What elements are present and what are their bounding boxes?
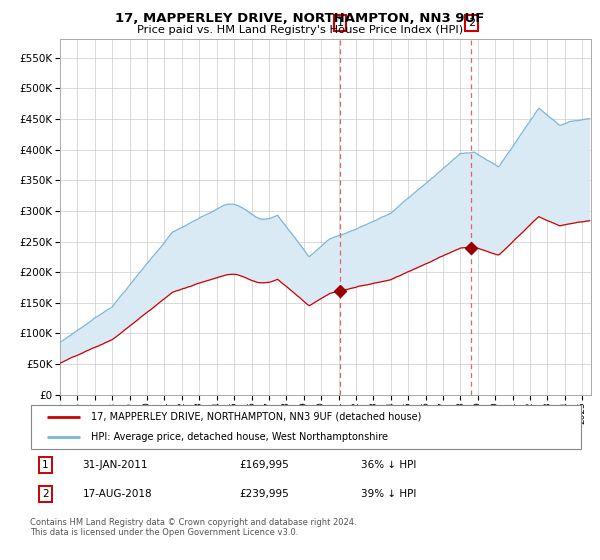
Text: 17, MAPPERLEY DRIVE, NORTHAMPTON, NN3 9UF: 17, MAPPERLEY DRIVE, NORTHAMPTON, NN3 9U…	[115, 12, 485, 25]
Text: 1: 1	[337, 18, 343, 28]
Text: 36% ↓ HPI: 36% ↓ HPI	[361, 460, 416, 470]
Text: £169,995: £169,995	[240, 460, 290, 470]
Text: £239,995: £239,995	[240, 489, 290, 500]
Text: 31-JAN-2011: 31-JAN-2011	[82, 460, 148, 470]
Text: 17, MAPPERLEY DRIVE, NORTHAMPTON, NN3 9UF (detached house): 17, MAPPERLEY DRIVE, NORTHAMPTON, NN3 9U…	[91, 412, 421, 422]
Text: Contains HM Land Registry data © Crown copyright and database right 2024.
This d: Contains HM Land Registry data © Crown c…	[30, 518, 356, 538]
Text: HPI: Average price, detached house, West Northamptonshire: HPI: Average price, detached house, West…	[91, 432, 388, 442]
Text: 17-AUG-2018: 17-AUG-2018	[82, 489, 152, 500]
Text: Price paid vs. HM Land Registry's House Price Index (HPI): Price paid vs. HM Land Registry's House …	[137, 25, 463, 35]
Text: 1: 1	[42, 460, 49, 470]
FancyBboxPatch shape	[31, 405, 581, 449]
Text: 2: 2	[42, 489, 49, 500]
Text: 2: 2	[468, 18, 475, 28]
Text: 39% ↓ HPI: 39% ↓ HPI	[361, 489, 416, 500]
